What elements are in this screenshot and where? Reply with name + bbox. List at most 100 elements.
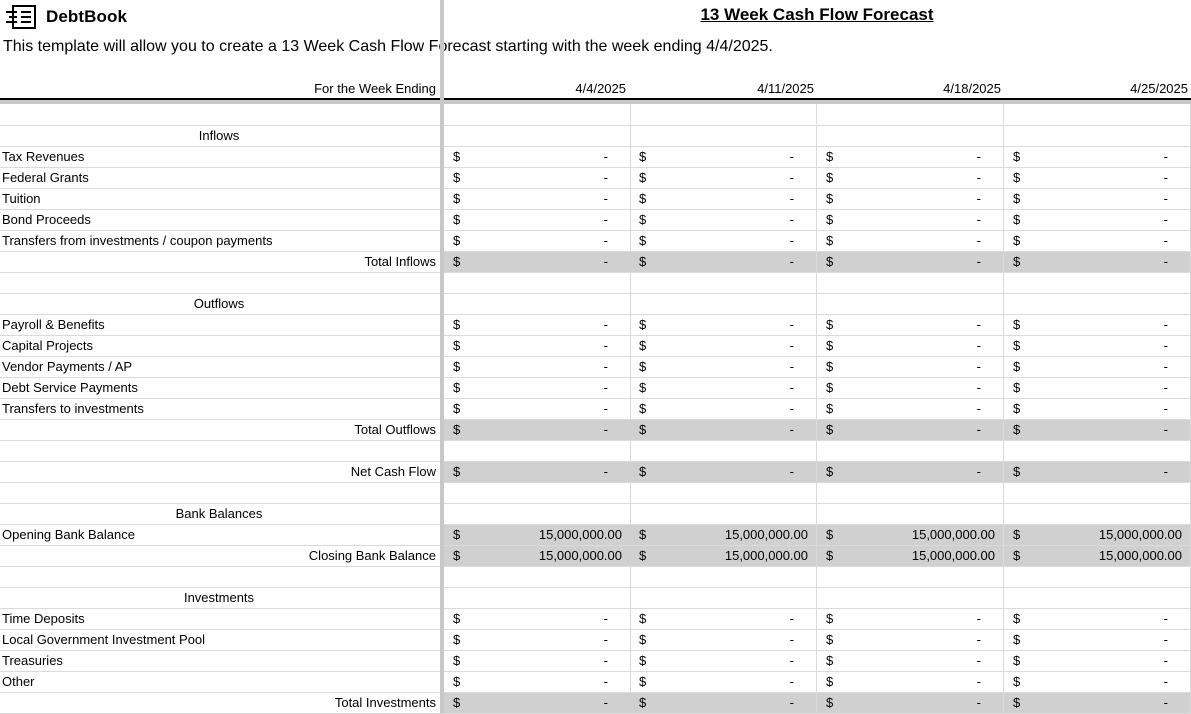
row-label[interactable]: Tuition	[2, 191, 41, 206]
value-cell[interactable]: $ -	[1004, 189, 1191, 209]
value-cell[interactable]: $ -	[630, 336, 817, 356]
value-cell[interactable]	[817, 104, 1004, 124]
row-label[interactable]: Payroll & Benefits	[2, 317, 105, 332]
value-cell[interactable]: $ -	[444, 378, 631, 398]
value-cell[interactable]	[444, 588, 631, 608]
value-cell[interactable]: $ -	[630, 630, 817, 650]
value-cell[interactable]: $ -	[444, 189, 631, 209]
value-cell[interactable]	[630, 588, 817, 608]
row-label[interactable]	[0, 273, 440, 293]
value-cell[interactable]: $ -	[630, 378, 817, 398]
value-cell[interactable]	[1004, 273, 1191, 293]
value-cell[interactable]: $ -	[817, 630, 1004, 650]
value-cell[interactable]: $ -	[630, 609, 817, 629]
value-cell[interactable]	[630, 504, 817, 524]
value-cell[interactable]: $ -	[630, 462, 817, 482]
value-cell[interactable]: $ -	[630, 189, 817, 209]
row-label[interactable]: Federal Grants	[2, 170, 89, 185]
week-date-3[interactable]: 4/18/2025	[943, 81, 1001, 96]
value-cell[interactable]: $ -	[817, 609, 1004, 629]
value-cell[interactable]	[444, 294, 631, 314]
row-label[interactable]: Time Deposits	[2, 611, 85, 626]
value-cell[interactable]	[630, 126, 817, 146]
value-cell[interactable]: $ -	[1004, 336, 1191, 356]
value-cell[interactable]	[444, 504, 631, 524]
row-label[interactable]: Total Outflows	[354, 422, 436, 437]
row-label[interactable]: Treasuries	[2, 653, 63, 668]
value-cell[interactable]: $15,000,000.00	[1004, 525, 1191, 545]
value-cell[interactable]: $ -	[444, 462, 631, 482]
value-cell[interactable]: $ -	[1004, 651, 1191, 671]
row-label[interactable]: Outflows	[193, 296, 245, 311]
value-cell[interactable]: $ -	[1004, 378, 1191, 398]
value-cell[interactable]	[630, 567, 817, 587]
value-cell[interactable]: $ -	[444, 420, 631, 440]
value-cell[interactable]: $ -	[817, 189, 1004, 209]
value-cell[interactable]: $15,000,000.00	[817, 546, 1004, 566]
value-cell[interactable]: $ -	[444, 252, 631, 272]
value-cell[interactable]	[630, 273, 817, 293]
value-cell[interactable]	[817, 126, 1004, 146]
value-cell[interactable]: $ -	[1004, 168, 1191, 188]
value-cell[interactable]	[817, 273, 1004, 293]
value-cell[interactable]: $ -	[1004, 693, 1191, 713]
value-cell[interactable]	[630, 441, 817, 461]
value-cell[interactable]: $ -	[630, 231, 817, 251]
value-cell[interactable]: $ -	[1004, 252, 1191, 272]
row-label[interactable]: Opening Bank Balance	[2, 527, 135, 542]
value-cell[interactable]: $ -	[817, 399, 1004, 419]
value-cell[interactable]: $ -	[1004, 399, 1191, 419]
value-cell[interactable]	[444, 126, 631, 146]
frozen-row-divider[interactable]	[0, 100, 1191, 104]
value-cell[interactable]	[444, 441, 631, 461]
week-date-1[interactable]: 4/4/2025	[575, 81, 626, 96]
value-cell[interactable]: $ -	[817, 462, 1004, 482]
value-cell[interactable]: $ -	[630, 210, 817, 230]
row-label[interactable]: Total Inflows	[364, 254, 436, 269]
value-cell[interactable]: $15,000,000.00	[444, 525, 631, 545]
value-cell[interactable]: $ -	[630, 315, 817, 335]
value-cell[interactable]: $ -	[1004, 609, 1191, 629]
value-cell[interactable]: $ -	[444, 672, 631, 692]
value-cell[interactable]: $ -	[817, 420, 1004, 440]
value-cell[interactable]	[444, 483, 631, 503]
row-label[interactable]: Transfers to investments	[2, 401, 144, 416]
value-cell[interactable]: $ -	[817, 231, 1004, 251]
value-cell[interactable]: $ -	[1004, 147, 1191, 167]
row-label[interactable]	[0, 567, 440, 587]
value-cell[interactable]	[630, 294, 817, 314]
value-cell[interactable]: $ -	[444, 630, 631, 650]
row-label[interactable]: Debt Service Payments	[2, 380, 138, 395]
value-cell[interactable]: $ -	[630, 252, 817, 272]
frozen-column-divider[interactable]	[440, 0, 444, 713]
row-label[interactable]: Vendor Payments / AP	[2, 359, 133, 374]
value-cell[interactable]: $ -	[1004, 357, 1191, 377]
value-cell[interactable]: $ -	[817, 252, 1004, 272]
value-cell[interactable]: $ -	[444, 357, 631, 377]
value-cell[interactable]: $15,000,000.00	[630, 546, 817, 566]
value-cell[interactable]	[817, 504, 1004, 524]
value-cell[interactable]	[444, 104, 631, 124]
row-label[interactable]: Inflows	[198, 128, 240, 143]
value-cell[interactable]	[1004, 104, 1191, 124]
value-cell[interactable]: $ -	[817, 210, 1004, 230]
value-cell[interactable]	[1004, 504, 1191, 524]
row-label[interactable]	[0, 441, 440, 461]
value-cell[interactable]: $ -	[444, 399, 631, 419]
value-cell[interactable]: $ -	[1004, 420, 1191, 440]
value-cell[interactable]	[817, 483, 1004, 503]
row-label[interactable]: Closing Bank Balance	[308, 548, 436, 563]
value-cell[interactable]: $ -	[1004, 462, 1191, 482]
value-cell[interactable]: $ -	[444, 651, 631, 671]
value-cell[interactable]	[1004, 483, 1191, 503]
value-cell[interactable]: $ -	[444, 609, 631, 629]
value-cell[interactable]: $ -	[630, 168, 817, 188]
value-cell[interactable]	[1004, 567, 1191, 587]
value-cell[interactable]: $15,000,000.00	[1004, 546, 1191, 566]
row-label[interactable]: Bond Proceeds	[2, 212, 91, 227]
value-cell[interactable]	[630, 104, 817, 124]
value-cell[interactable]: $ -	[444, 336, 631, 356]
value-cell[interactable]: $ -	[817, 693, 1004, 713]
row-label[interactable]: Transfers from investments / coupon paym…	[2, 233, 273, 248]
value-cell[interactable]: $ -	[630, 420, 817, 440]
